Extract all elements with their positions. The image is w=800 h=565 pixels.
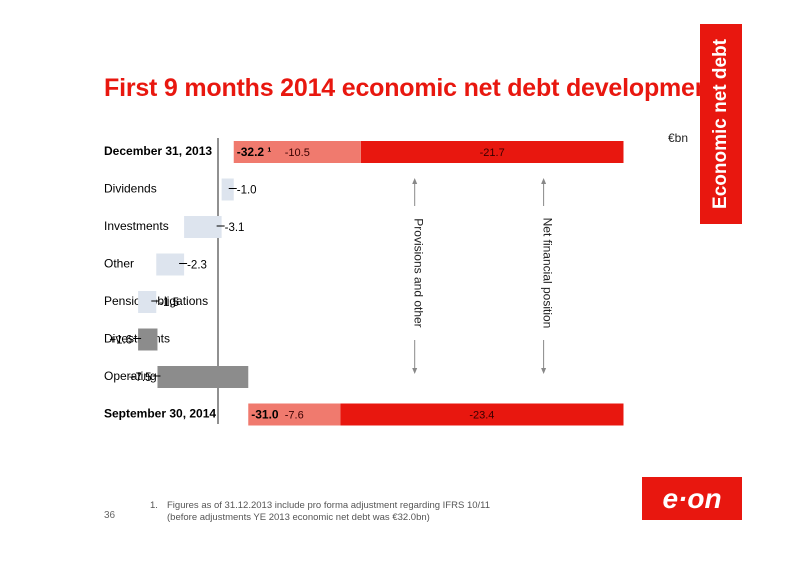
step-bar-divestments — [138, 328, 158, 351]
section-tab: Economic net debt — [700, 24, 742, 224]
step-bar-operating-cash-flow — [157, 366, 249, 388]
end-label-net_financial: -7.6 — [285, 409, 304, 421]
page-number: 36 — [104, 510, 116, 521]
start-bar-provisions — [360, 141, 624, 163]
step-bar-other — [156, 253, 185, 276]
category-label-start: December 31, 2013 — [104, 144, 212, 158]
annotation-provisions-and-other-label: Provisions and other — [412, 218, 426, 327]
annotation-provisions-and-other-arrow-down-head — [412, 368, 418, 374]
logo-text: e·on — [662, 483, 721, 514]
eon-logo-mark: e·on — [662, 483, 721, 514]
start-bar-net_financial — [233, 141, 361, 163]
start-label-net_financial: -10.5 — [285, 147, 310, 159]
step-bar-dividends — [221, 178, 234, 201]
start-label-provisions: -21.7 — [480, 147, 505, 159]
end-total-label: -31.0 — [251, 408, 279, 422]
footnote: Figures as of 31.12.2013 include pro for… — [167, 500, 490, 524]
category-label-end: September 30, 2014 — [104, 407, 216, 421]
category-label-dividends: Dividends — [104, 182, 157, 196]
step-bar-operating-cash-flow-value: +7.5 — [129, 372, 152, 384]
step-bar-other-value: -2.3 — [187, 260, 207, 272]
category-label-investments: Investments — [104, 219, 169, 233]
step-bar-investments-value: -3.1 — [225, 222, 245, 234]
annotation-provisions-and-other-arrow-up-head — [412, 178, 418, 184]
start-total-label: -32.2 ¹ — [237, 145, 272, 159]
step-bar-dividends-value: -1.0 — [237, 185, 257, 197]
end-label-provisions: -23.4 — [469, 409, 494, 421]
step-bar-divestments-value: +1.6 — [109, 335, 132, 347]
category-label-other: Other — [104, 257, 134, 271]
step-bar-pension-obligations-value: -1.5 — [159, 297, 179, 309]
end-bar-net_financial — [248, 403, 341, 426]
footnote-number: 1. — [150, 500, 158, 511]
step-bar-investments — [184, 216, 222, 238]
annotation-net-financial-position-arrow-up-head — [541, 178, 547, 184]
eon-logo: e·on — [642, 477, 742, 520]
footnote-line-1: Figures as of 31.12.2013 include pro for… — [167, 500, 491, 511]
annotation-net-financial-position-arrow-down-head — [541, 368, 547, 374]
annotation-net-financial-position-label: Net financial position — [541, 218, 555, 329]
end-bar-provisions — [340, 403, 624, 426]
step-bar-pension-obligations — [138, 291, 157, 313]
page-title: First 9 months 2014 economic net debt de… — [104, 74, 718, 102]
unit-label: €bn — [668, 131, 689, 145]
footnote-line-2: (before adjustments YE 2013 economic net… — [167, 512, 430, 523]
